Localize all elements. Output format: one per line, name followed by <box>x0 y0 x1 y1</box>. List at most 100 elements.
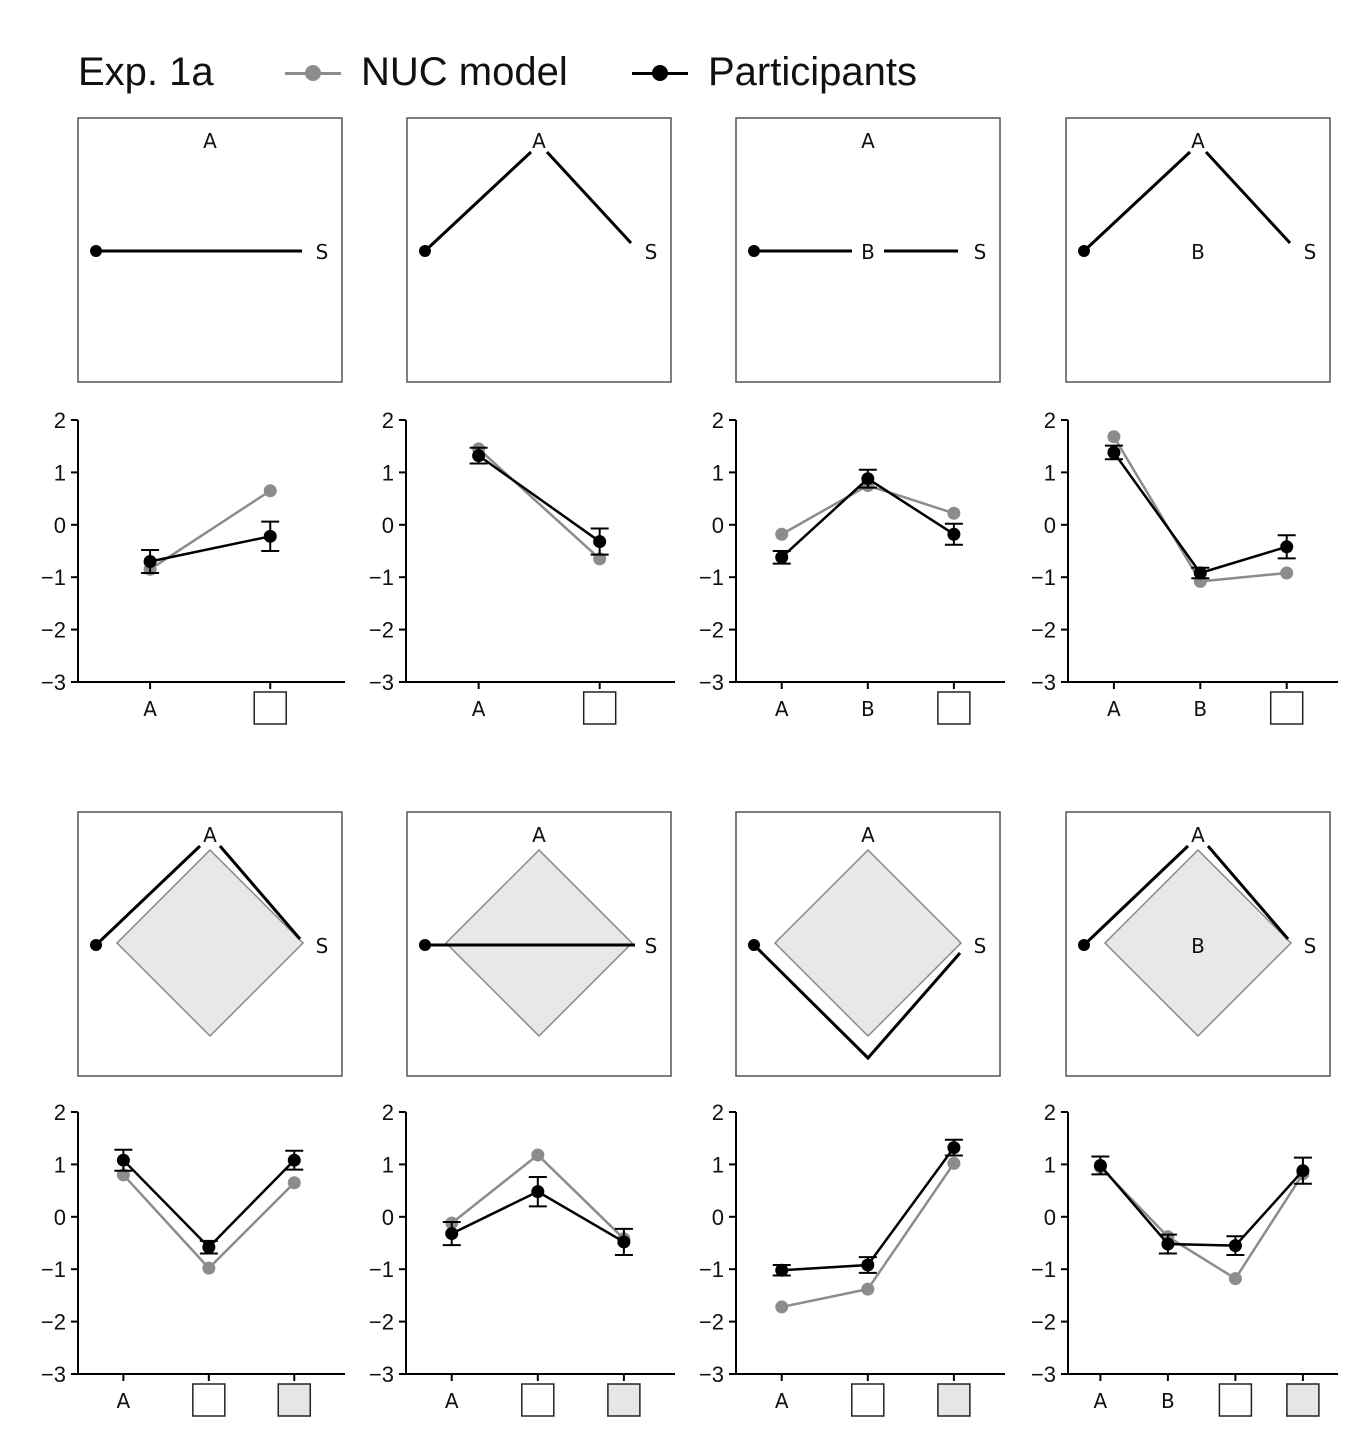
x-tick-label: A <box>1094 1389 1108 1413</box>
path-line <box>752 943 962 1061</box>
diagram-panel-5: AS <box>77 811 343 1077</box>
y-tick-label: −3 <box>1031 1362 1056 1387</box>
x-tick-label: A <box>472 697 486 721</box>
legend-item-model: NUC model <box>285 50 568 95</box>
diagram-label-s: S <box>316 934 329 958</box>
y-tick-label: 0 <box>1044 1205 1056 1230</box>
y-tick-label: 1 <box>712 460 724 485</box>
obstacle-diamond <box>115 848 305 1038</box>
y-tick-label: −3 <box>699 670 724 695</box>
start-point-dot <box>419 245 431 257</box>
participants-point <box>1228 1239 1242 1253</box>
participants-point <box>287 1153 301 1167</box>
diagram-panel-4: A S B <box>1065 117 1331 383</box>
y-tick-label: −1 <box>699 1257 724 1282</box>
diagram-frame <box>1065 117 1331 383</box>
x-tick-label: B <box>1193 697 1207 721</box>
experiment-label: Exp. 1a <box>78 50 214 94</box>
model-point <box>287 1176 301 1190</box>
figure-header: Exp. 1a NUC model Participants <box>0 0 1348 110</box>
y-tick-label: 1 <box>382 460 394 485</box>
y-tick-label: −1 <box>369 565 394 590</box>
y-tick-label: 0 <box>712 1205 724 1230</box>
y-tick-label: 2 <box>712 1100 724 1125</box>
x-tick-square-icon <box>582 691 617 725</box>
participants-point <box>947 527 961 541</box>
legend-model-label: NUC model <box>361 50 568 94</box>
diagram-label-b: B <box>1191 934 1205 958</box>
x-tick-label: A <box>117 1389 131 1413</box>
participants-series-line <box>1099 1164 1304 1247</box>
participants-series-line <box>781 1146 955 1272</box>
legend-model-swatch <box>285 53 341 93</box>
participants-point <box>116 1153 130 1167</box>
start-point-dot <box>1078 939 1090 951</box>
participants-point <box>143 554 157 568</box>
model-series-line <box>1112 436 1287 583</box>
model-point <box>263 484 277 498</box>
diagram-label-b: B <box>1191 240 1205 264</box>
y-tick-label: −2 <box>1031 618 1056 643</box>
x-tick-square-icon <box>521 1383 555 1417</box>
participants-point <box>1296 1164 1310 1178</box>
y-tick-label: −2 <box>699 1310 724 1335</box>
chart-panel-5: 2 1 0 −1 −2 −3 A <box>41 1100 345 1417</box>
diagram-panel-3: A S B <box>735 117 1001 383</box>
participants-point <box>1093 1158 1107 1172</box>
y-tick-label: −1 <box>369 1257 394 1282</box>
participants-point <box>1107 445 1121 459</box>
participants-point <box>263 529 277 543</box>
legend-participants-swatch <box>632 53 688 93</box>
x-tick-label: A <box>775 1389 789 1413</box>
model-point <box>947 1156 961 1170</box>
y-tick-label: 0 <box>382 1205 394 1230</box>
participants-series-line <box>1112 451 1288 575</box>
y-tick-label: 1 <box>54 1152 66 1177</box>
x-tick-square-icon <box>1286 1383 1320 1417</box>
y-tick-label: −1 <box>1031 1257 1056 1282</box>
diagram-label-a: A <box>203 823 217 847</box>
diagram-panel-1: AS <box>77 117 343 383</box>
participants-point <box>775 550 789 564</box>
diagram-label-s: S <box>1304 934 1317 958</box>
x-tick-square-icon <box>1269 691 1304 725</box>
y-tick-label: −1 <box>699 565 724 590</box>
y-tick-label: 2 <box>1044 1100 1056 1125</box>
diagram-label-s: S <box>974 934 987 958</box>
y-tick-label: −1 <box>41 1257 66 1282</box>
diagram-label-a: A <box>861 129 875 153</box>
y-tick-label: 0 <box>54 513 66 538</box>
diagram-label-a: A <box>1191 129 1205 153</box>
y-tick-label: −3 <box>41 1362 66 1387</box>
y-tick-label: 2 <box>382 408 394 433</box>
x-tick-label: A <box>445 1389 459 1413</box>
model-series-line <box>781 484 955 536</box>
y-tick-label: 1 <box>712 1152 724 1177</box>
participants-point <box>472 449 486 463</box>
y-tick-label: −3 <box>369 670 394 695</box>
x-tick-square-icon <box>277 1383 312 1417</box>
path-line <box>1082 150 1192 253</box>
diagram-frame <box>406 117 672 383</box>
x-tick-label: A <box>775 697 789 721</box>
obstacle-diamond <box>444 848 634 1038</box>
path-line <box>1082 844 1190 947</box>
x-tick-label: A <box>1107 697 1121 721</box>
y-tick-label: −3 <box>699 1362 724 1387</box>
model-point <box>775 1300 789 1314</box>
participants-point <box>531 1185 545 1199</box>
start-point-dot <box>90 245 102 257</box>
path-line <box>545 150 633 245</box>
y-tick-label: −2 <box>1031 1310 1056 1335</box>
y-tick-label: −2 <box>41 618 66 643</box>
chart-panel-3: 2 1 0 −1 −2 −3 A B <box>699 408 1005 725</box>
obstacle-diamond <box>773 848 963 1038</box>
participants-point <box>1193 566 1207 580</box>
x-tick-square-icon <box>851 1383 885 1417</box>
diagram-label-s: S <box>316 240 329 264</box>
participants-series-line <box>149 535 271 563</box>
model-series-line <box>477 447 601 560</box>
diagram-label-a: A <box>861 823 875 847</box>
x-tick-square-icon <box>937 1383 971 1417</box>
participants-point <box>775 1263 789 1277</box>
